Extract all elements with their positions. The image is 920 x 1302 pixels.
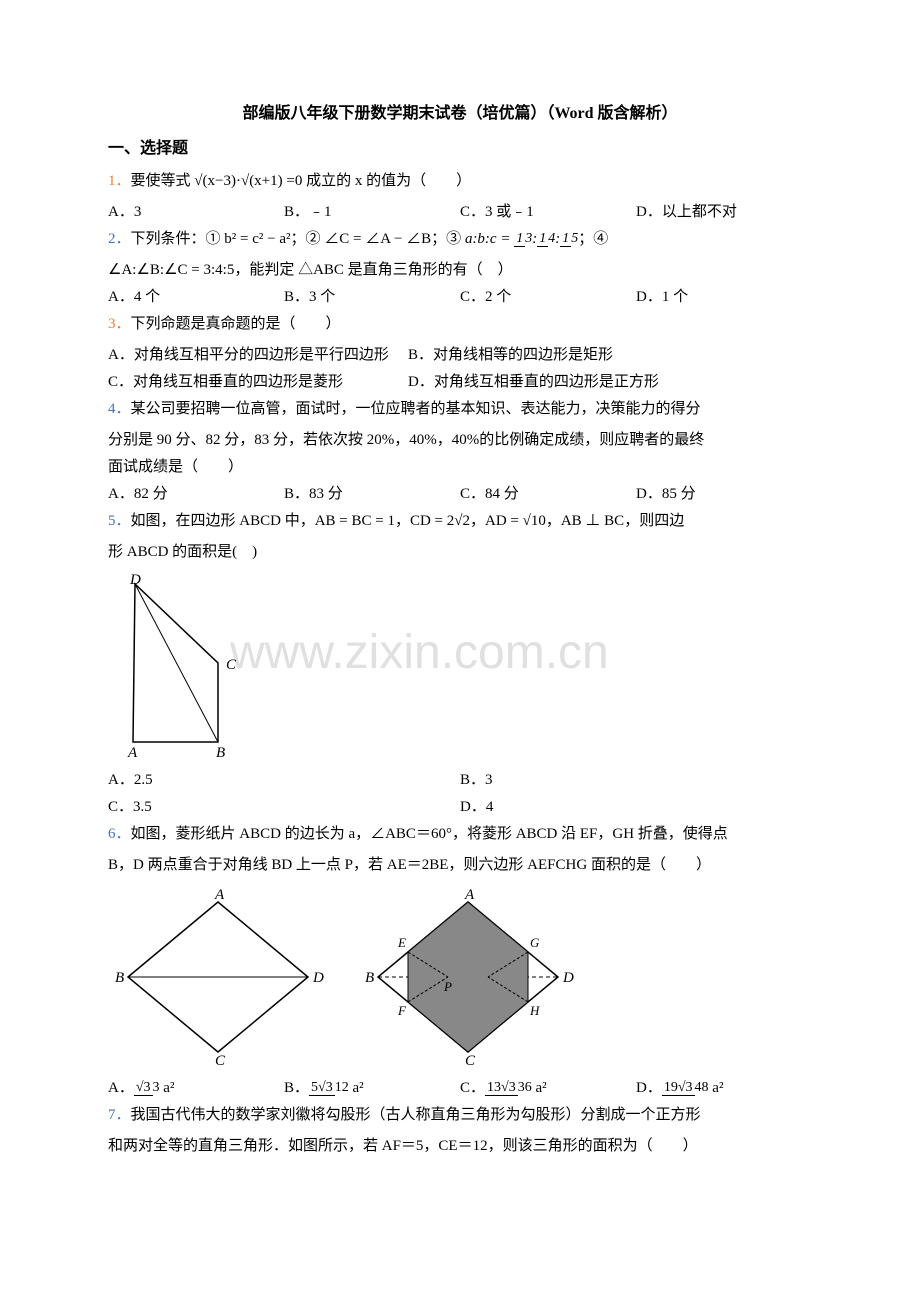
q4-text2: 分别是 90 分、82 分，83 分，若依次按 20%，40%，40%的比例确定… xyxy=(108,427,812,454)
question-6: 6．如图，菱形纸片 ABCD 的边长为 a，∠ABC＝60°，将菱形 ABCD … xyxy=(108,821,812,848)
q2-text-after: ；④ xyxy=(578,231,608,247)
q6-opt-a: A．√33 a² xyxy=(108,1075,284,1102)
q5-opt-d: D．4 xyxy=(460,794,812,821)
q5-text-before: 如图，在四边形 ABCD 中，AB = BC = 1，CD = 2√2，AD =… xyxy=(131,513,685,529)
question-7: 7．我国古代伟大的数学家刘徽将勾股形（古人称直角三角形为勾股形）分割成一个正方形 xyxy=(108,1102,812,1129)
q3-opt-c: C．对角线互相垂直的四边形是菱形 xyxy=(108,369,408,396)
q4-opt-c: C．84 分 xyxy=(460,481,636,508)
q2-ratio: a:b:c = 13:14:15 xyxy=(465,231,578,247)
svg-text:B: B xyxy=(115,970,124,986)
q1-opt-c: C．3 或﹣1 xyxy=(460,199,636,226)
svg-text:A: A xyxy=(214,887,225,903)
question-4: 4．某公司要招聘一位高管，面试时，一位应聘者的基本知识、表达能力，决策能力的得分 xyxy=(108,396,812,423)
q7-text2: 和两对全等的直角三角形．如图所示，若 AF＝5，CE＝12，则该三角形的面积为（… xyxy=(108,1133,812,1160)
svg-text:B: B xyxy=(365,970,374,986)
svg-text:C: C xyxy=(465,1053,476,1067)
q1-opt-d: D．以上都不对 xyxy=(636,199,812,226)
q2-opt-c: C．2 个 xyxy=(460,284,636,311)
question-2: 2．下列条件：① b² = c² − a²；② ∠C = ∠A − ∠B；③ a… xyxy=(108,226,812,253)
q6-figure: A B C D A B C D E F G xyxy=(108,887,812,1067)
q5-opt-c: C．3.5 xyxy=(108,794,460,821)
svg-text:B: B xyxy=(216,745,225,759)
q5-opt-b: B．3 xyxy=(460,767,812,794)
q3-opt-a: A．对角线互相平分的四边形是平行四边形 xyxy=(108,342,408,369)
q6-opt-b: B．5√312 a² xyxy=(284,1075,460,1102)
q4-number: 4． xyxy=(108,401,131,417)
q6-opt-d: D．19√348 a² xyxy=(636,1075,812,1102)
q4-opt-d: D．85 分 xyxy=(636,481,812,508)
q6-number: 6． xyxy=(108,826,131,842)
question-1: 1．要使等式 √(x−3)·√(x+1) =0 成立的 x 的值为（ ） xyxy=(108,168,812,195)
q5-figure: A B C D xyxy=(108,574,812,759)
q2-text-before: 下列条件：① b² = c² − a²；② ∠C = ∠A − ∠B；③ xyxy=(131,231,465,247)
q7-number: 7． xyxy=(108,1107,131,1123)
q1-opt-a: A．3 xyxy=(108,199,284,226)
quadrilateral-abcd-icon: A B C D xyxy=(108,574,258,759)
q3-row1: A．对角线互相平分的四边形是平行四边形 B．对角线相等的四边形是矩形 xyxy=(108,342,812,369)
page-content: 部编版八年级下册数学期末试卷（培优篇）（Word 版含解析） 一、选择题 1．要… xyxy=(108,100,812,1160)
q1-number: 1． xyxy=(108,173,131,189)
svg-text:H: H xyxy=(529,1003,540,1018)
q1-options: A．3 B．﹣1 C．3 或﹣1 D．以上都不对 xyxy=(108,199,812,226)
q1-opt-b: B．﹣1 xyxy=(284,199,460,226)
q2-number: 2． xyxy=(108,231,131,247)
svg-text:F: F xyxy=(397,1003,407,1018)
svg-text:A: A xyxy=(127,745,138,759)
q4-text3: 面试成绩是（ ） xyxy=(108,454,812,481)
q3-text: 下列命题是真命题的是（ ） xyxy=(131,316,341,332)
svg-text:D: D xyxy=(129,574,141,588)
question-5: 5．如图，在四边形 ABCD 中，AB = BC = 1，CD = 2√2，AD… xyxy=(108,508,812,535)
q2-opt-b: B．3 个 xyxy=(284,284,460,311)
q3-opt-b: B．对角线相等的四边形是矩形 xyxy=(408,342,613,369)
q5-number: 5． xyxy=(108,513,131,529)
q3-opt-d: D．对角线互相垂直的四边形是正方形 xyxy=(408,369,659,396)
q6-opt-c: C．13√336 a² xyxy=(460,1075,636,1102)
q1-text-before: 要使等式 xyxy=(131,173,195,189)
q3-row2: C．对角线互相垂直的四边形是菱形 D．对角线互相垂直的四边形是正方形 xyxy=(108,369,812,396)
svg-text:D: D xyxy=(312,970,324,986)
q5-text-line2: 形 ABCD 的面积是( ) xyxy=(108,539,812,566)
q2-opt-d: D．1 个 xyxy=(636,284,812,311)
q2-opt-a: A．4 个 xyxy=(108,284,284,311)
svg-text:C: C xyxy=(215,1053,226,1067)
q2-options: A．4 个 B．3 个 C．2 个 D．1 个 xyxy=(108,284,812,311)
q5-opt-a: A．2.5 xyxy=(108,767,460,794)
q2-line2: ∠A:∠B:∠C = 3:4:5，能判定 △ABC 是直角三角形的有（ ） xyxy=(108,257,812,284)
svg-text:C: C xyxy=(226,657,237,673)
q4-opt-a: A．82 分 xyxy=(108,481,284,508)
q7-text1: 我国古代伟大的数学家刘徽将勾股形（古人称直角三角形为勾股形）分割成一个正方形 xyxy=(131,1107,701,1123)
q6-text1: 如图，菱形纸片 ABCD 的边长为 a，∠ABC＝60°，将菱形 ABCD 沿 … xyxy=(131,826,728,842)
svg-text:D: D xyxy=(562,970,574,986)
q1-text-after: =0 成立的 x 的值为（ ） xyxy=(283,173,471,189)
section-header: 一、选择题 xyxy=(108,135,812,164)
svg-text:A: A xyxy=(464,887,475,903)
q4-opt-b: B．83 分 xyxy=(284,481,460,508)
q5-options-row2: C．3.5 D．4 xyxy=(108,794,812,821)
page-title: 部编版八年级下册数学期末试卷（培优篇）（Word 版含解析） xyxy=(108,100,812,129)
q4-text1: 某公司要招聘一位高管，面试时，一位应聘者的基本知识、表达能力，决策能力的得分 xyxy=(131,401,701,417)
question-3: 3．下列命题是真命题的是（ ） xyxy=(108,311,812,338)
svg-text:P: P xyxy=(443,979,452,994)
q3-number: 3． xyxy=(108,316,131,332)
q1-expression: √(x−3)·√(x+1) xyxy=(194,173,282,189)
svg-text:E: E xyxy=(397,935,406,950)
rhombus-fold-icon: A B C D A B C D E F G xyxy=(108,887,608,1067)
q5-options-row1: A．2.5 B．3 xyxy=(108,767,812,794)
q6-text2: B，D 两点重合于对角线 BD 上一点 P，若 AE＝2BE，则六边形 AEFC… xyxy=(108,852,812,879)
q6-options: A．√33 a² B．5√312 a² C．13√336 a² D．19√348… xyxy=(108,1075,812,1102)
svg-text:G: G xyxy=(530,935,540,950)
q4-options: A．82 分 B．83 分 C．84 分 D．85 分 xyxy=(108,481,812,508)
